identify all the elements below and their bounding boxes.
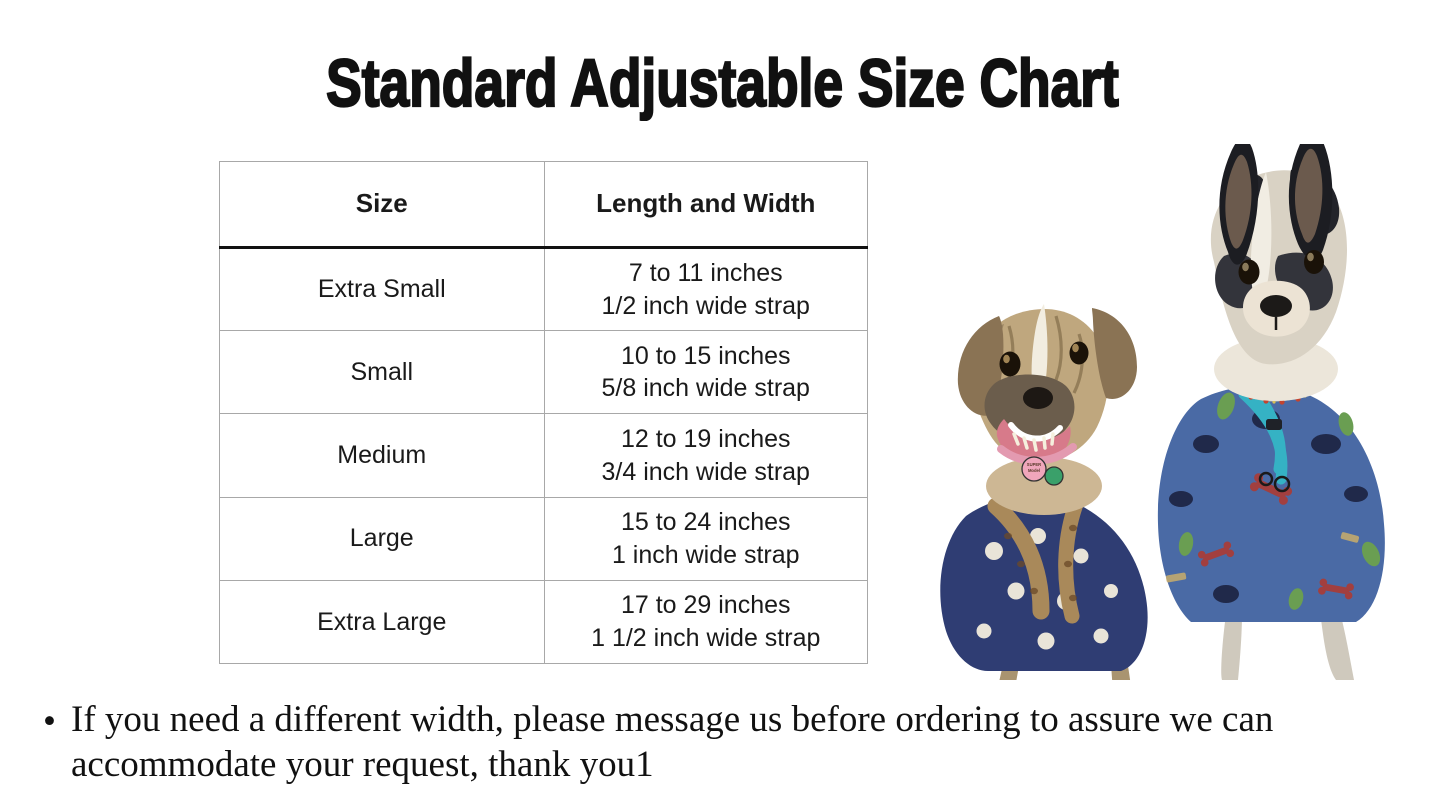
- svg-text:Model: Model: [1028, 468, 1040, 473]
- svg-text:SUPER: SUPER: [1027, 462, 1041, 467]
